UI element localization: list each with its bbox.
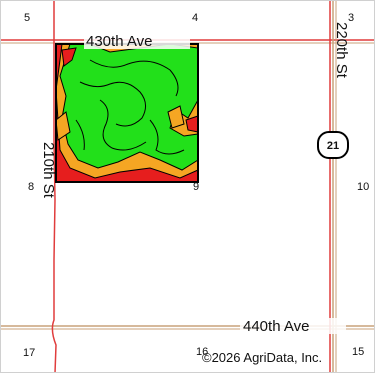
field-zone-inner-orange-2 [55, 111, 71, 141]
field-contour [79, 81, 146, 127]
section-number: 16 [196, 346, 208, 358]
road-east [329, 0, 337, 373]
field-zone-inner-orange-1 [167, 105, 185, 129]
field-contour [89, 59, 179, 97]
section-number: 10 [357, 181, 369, 193]
section-number: 15 [352, 346, 364, 358]
road-west [51, 0, 57, 373]
route-shield-21: 21 [317, 131, 349, 159]
road-label-440th: 440th Ave [243, 318, 309, 335]
road-label-220th: 220th St [333, 22, 350, 79]
copyright-notice: ©2026 AgriData, Inc. [202, 350, 322, 365]
label-bg-north [84, 33, 190, 49]
road-label-430th: 430th Ave [86, 33, 152, 50]
field-zone-inner-red-1 [61, 47, 77, 67]
field-contour [99, 99, 147, 151]
field-zone-map[interactable] [55, 43, 199, 183]
route-number: 21 [327, 140, 339, 152]
field-contour [75, 119, 85, 151]
field-contour [149, 119, 185, 155]
section-number: 3 [348, 12, 354, 24]
section-number: 5 [24, 12, 30, 24]
section-number: 9 [193, 181, 199, 193]
label-bg-south [240, 318, 346, 334]
road-label-210th: 210th St [40, 142, 57, 199]
section-number: 8 [28, 181, 34, 193]
section-number: 4 [192, 12, 198, 24]
section-number: 17 [23, 347, 35, 359]
